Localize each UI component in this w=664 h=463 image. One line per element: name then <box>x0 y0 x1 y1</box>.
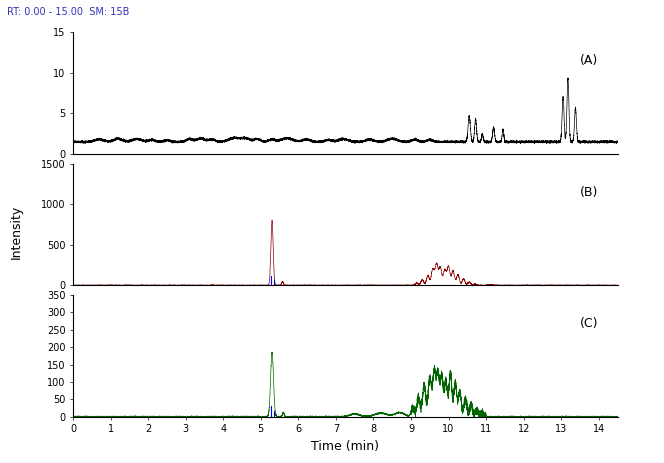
X-axis label: Time (min): Time (min) <box>311 440 379 453</box>
Text: Intensity: Intensity <box>10 204 23 259</box>
Text: (A): (A) <box>580 54 598 67</box>
Text: RT: 0.00 - 15.00  SM: 15B: RT: 0.00 - 15.00 SM: 15B <box>7 7 129 17</box>
Text: (C): (C) <box>580 317 598 330</box>
Text: (B): (B) <box>580 186 598 199</box>
